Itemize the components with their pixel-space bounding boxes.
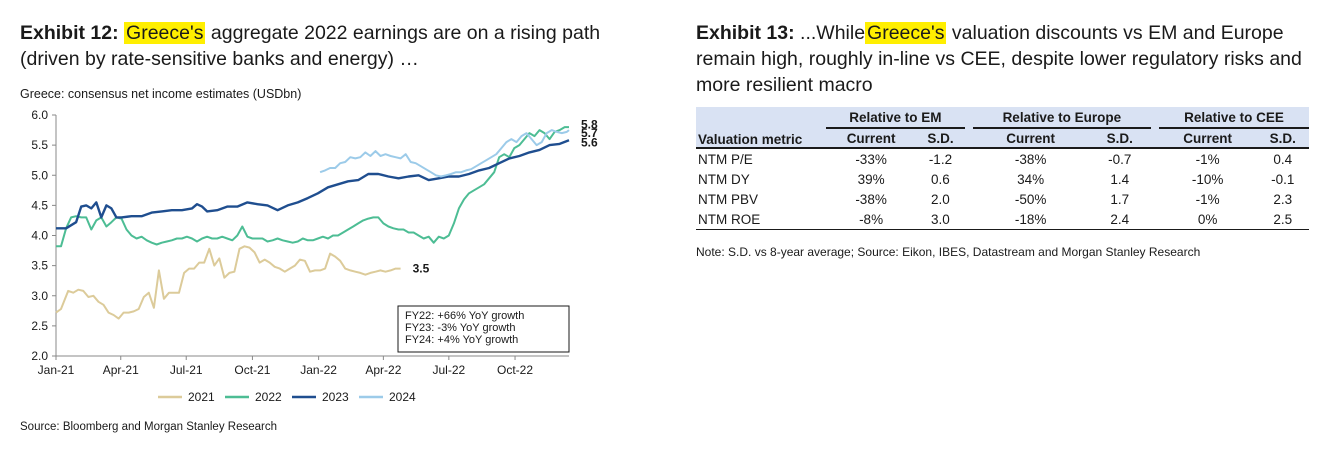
x-tick-label: Jul-21 <box>170 363 203 377</box>
legend-label: 2023 <box>322 390 349 404</box>
subheader-current: Current <box>826 128 917 149</box>
current-value-cell: -8% <box>826 209 917 230</box>
y-tick-label: 4.5 <box>31 198 48 212</box>
table-row: NTM PBV -38% 2.0 -50% 1.7 -1% 2.3 <box>696 189 1309 209</box>
exhibit-13-title: Exhibit 13: ...While Greece's valuation d… <box>696 20 1316 98</box>
subheader-sd: S.D. <box>1256 128 1309 149</box>
series-line-2023 <box>56 139 570 230</box>
current-value-cell: -38% <box>855 191 887 207</box>
sd-value-cell: 0.4 <box>1273 151 1293 167</box>
current-value-cell: 34% <box>1017 171 1045 187</box>
y-tick-label: 4.0 <box>31 229 48 243</box>
group-header-cee: Relative to CEE <box>1158 107 1309 129</box>
current-value-cell: -1% <box>1195 151 1220 167</box>
series-line-2021 <box>55 245 401 320</box>
exhibit-13-highlight: Greece's <box>865 22 947 44</box>
current-value-cell: 39% <box>857 171 885 187</box>
sd-value-cell: 2.5 <box>1256 209 1309 230</box>
sd-value-cell: 1.4 <box>1110 171 1130 187</box>
table-group-header-row: Valuation metric Relative to EM Relative… <box>696 107 1309 149</box>
subheader-sd: S.D. <box>916 128 965 149</box>
current-value-cell: -38% <box>1014 151 1047 167</box>
subheader-sd: S.D. <box>1088 128 1151 149</box>
sd-value-cell: -0.7 <box>1108 151 1132 167</box>
metric-cell: NTM P/E <box>698 151 753 167</box>
exhibit-12-source: Source: Bloomberg and Morgan Stanley Res… <box>20 421 277 433</box>
x-tick-label: Oct-21 <box>234 363 270 377</box>
end-value-label: 5.8 <box>581 118 598 132</box>
subheader-current: Current <box>1158 128 1257 149</box>
sd-value-cell: 2.4 <box>1088 209 1151 230</box>
sd-value-cell: 3.0 <box>916 209 965 230</box>
line-chart: 2.0 2.5 3.0 3.5 4.0 4.5 5.0 5.5 6.0 Jan-21 Apr-21 J… <box>31 108 598 404</box>
series-line-2022 <box>56 126 569 248</box>
current-value-cell: 0% <box>1158 209 1257 230</box>
y-tick-label: 3.0 <box>31 289 48 303</box>
x-tick-label: Apr-21 <box>103 363 139 377</box>
y-tick-label: 5.0 <box>31 168 48 182</box>
sd-value-cell: 2.3 <box>1273 191 1293 207</box>
metric-cell: NTM ROE <box>696 209 818 230</box>
legend-label: 2024 <box>389 390 416 404</box>
sd-value-cell: 1.7 <box>1110 191 1130 207</box>
metric-cell: NTM DY <box>698 171 750 187</box>
y-tick-label: 2.0 <box>31 349 48 363</box>
sd-value-cell: 0.6 <box>931 171 950 187</box>
y-tick-label: 6.0 <box>31 108 48 122</box>
metric-cell: NTM PBV <box>698 191 759 207</box>
exhibit-13-note: Note: S.D. vs 8-year average; Source: Ei… <box>696 245 1201 259</box>
end-value-label: 5.6 <box>581 136 598 150</box>
annotation-box <box>397 305 570 353</box>
series-line-2024 <box>319 129 570 178</box>
x-tick-label: Jan-21 <box>38 363 75 377</box>
end-value-label: 3.5 <box>413 262 430 276</box>
x-tick-label: Oct-22 <box>497 363 533 377</box>
exhibit-13-label: Exhibit 13: <box>696 22 795 44</box>
exhibit-12-title-text: aggregate 2022 earnings are on a rising … <box>20 22 601 70</box>
legend-label: 2022 <box>255 390 282 404</box>
exhibit-12-title: Exhibit 12: Greece's aggregate 2022 earn… <box>20 20 620 72</box>
group-header-em: Relative to EM <box>826 107 965 129</box>
table-row: NTM DY 39% 0.6 34% 1.4 -10% -0.1 <box>696 169 1309 189</box>
current-value-cell: -18% <box>972 209 1089 230</box>
current-value-cell: -1% <box>1195 191 1220 207</box>
group-header-europe: Relative to Europe <box>972 107 1151 129</box>
y-tick-label: 5.5 <box>31 138 48 152</box>
table-subheader-row: Current S.D. Current S.D. Current S.D. <box>696 128 1309 149</box>
subheader-current: Current <box>972 128 1089 149</box>
x-tick-label: Jan-22 <box>300 363 337 377</box>
exhibit-12-label: Exhibit 12: <box>20 22 119 44</box>
current-value-cell: -10% <box>1191 171 1224 187</box>
annotation-line: FY23: -3% YoY growth <box>405 322 515 334</box>
table-row: NTM P/E -33% -1.2 -38% -0.7 -1% 0.4 <box>696 148 1309 169</box>
table-row: NTM ROE -8% 3.0 -18% 2.4 0% 2.5 <box>696 209 1309 230</box>
y-tick-label: 3.5 <box>31 259 48 273</box>
exhibit-12-highlight: Greece's <box>124 22 206 44</box>
y-tick-label: 2.5 <box>31 319 48 333</box>
legend-label: 2021 <box>188 390 215 404</box>
sd-value-cell: -0.1 <box>1271 171 1295 187</box>
x-tick-label: Jul-22 <box>433 363 466 377</box>
sd-value-cell: -1.2 <box>928 151 953 167</box>
exhibit-13-prefix: ...While <box>800 22 866 44</box>
sd-value-cell: 2.0 <box>931 191 950 207</box>
chart-title: Greece: consensus net income estimates (… <box>20 87 302 101</box>
annotation-line: FY22: +66% YoY growth <box>405 310 524 322</box>
annotation-line: FY24: +4% YoY growth <box>405 334 518 346</box>
x-tick-label: Apr-22 <box>365 363 401 377</box>
row-header: Valuation metric <box>696 107 818 149</box>
end-value-label: 5.7 <box>581 126 598 140</box>
current-value-cell: -50% <box>1014 191 1047 207</box>
valuation-table: Valuation metric Relative to EM Relative… <box>696 107 1309 230</box>
current-value-cell: -33% <box>855 151 887 167</box>
exhibit-13-title-text: valuation discounts vs EM and Europe rem… <box>696 22 1302 96</box>
